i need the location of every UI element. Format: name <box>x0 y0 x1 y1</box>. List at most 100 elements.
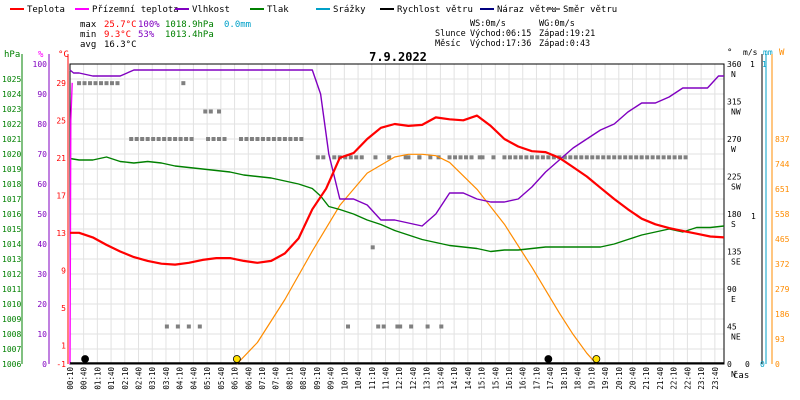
solar-tick-label: 651 <box>775 185 790 194</box>
pressure-tick-label: 1010 <box>2 300 21 309</box>
wind-dir-tick-label: 45 <box>727 323 737 332</box>
legend-label: Směr větru <box>563 5 617 15</box>
x-tick-label: 03:40 <box>162 367 171 390</box>
chart-title: 7.9.2022 <box>369 50 427 64</box>
x-tick-label: 16:10 <box>505 367 514 390</box>
wind-dir-compass-label: W <box>731 145 736 154</box>
solar-tick-label: 372 <box>775 260 790 269</box>
humidity-tick-label: 60 <box>37 180 47 189</box>
wind-direction-point <box>507 155 512 160</box>
wind-direction-point <box>639 155 644 160</box>
wind-direction-point <box>590 155 595 160</box>
solar-tick-label: 744 <box>775 160 790 169</box>
wind-direction-point <box>373 155 378 160</box>
wind-direction-point <box>140 137 145 141</box>
x-tick-label: 05:10 <box>203 367 212 390</box>
wind-direction-point <box>650 155 655 160</box>
temperature-line <box>70 114 725 266</box>
pressure-tick-label: 1018 <box>2 180 21 189</box>
wind-direction-point <box>222 137 227 141</box>
rain-tick-label: 1 <box>762 60 767 69</box>
moon-rise: Východ:17:36 <box>470 39 531 49</box>
wind-direction-point <box>181 81 186 86</box>
wind-direction-point <box>667 155 672 160</box>
wind-direction-point <box>208 109 213 114</box>
wind-speed-now: WS:0m/s <box>470 19 506 29</box>
stat-avg-label: avg <box>80 40 96 50</box>
x-tick-label: 12:40 <box>409 367 418 390</box>
wind-direction-point <box>82 81 87 86</box>
stat-min-hum: 53% <box>138 30 155 40</box>
x-tick-label: 09:40 <box>327 367 336 390</box>
wind-dir-compass-label: NW <box>731 108 741 117</box>
humidity-tick-label: 70 <box>37 150 47 159</box>
wind-direction-point <box>293 137 298 141</box>
wind-direction-point <box>354 155 359 160</box>
wind-direction-point <box>568 155 573 160</box>
humidity-tick-label: 30 <box>37 270 47 279</box>
wind-direction-point <box>398 324 403 329</box>
x-tick-label: 07:10 <box>258 367 267 390</box>
pressure-tick-label: 1020 <box>2 150 21 159</box>
pressure-tick-label: 1012 <box>2 270 21 279</box>
humidity-tick-label: 10 <box>37 330 47 339</box>
solar-tick-label: 465 <box>775 235 790 244</box>
x-tick-label: 14:10 <box>450 367 459 390</box>
stat-max-press: 1018.9hPa <box>165 20 214 30</box>
wind-direction-point <box>197 324 202 329</box>
wind-direction-point <box>211 137 216 141</box>
stat-min-temp: 9.3°C <box>104 30 131 40</box>
rain-axis-unit: mm <box>763 48 773 57</box>
sunset-marker <box>592 355 601 363</box>
wind-direction-point <box>387 155 392 160</box>
wind-direction-point <box>458 155 463 160</box>
wind-direction-point <box>129 137 134 141</box>
solar-tick-label: 837 <box>775 135 790 144</box>
x-tick-label: 13:10 <box>423 367 432 390</box>
wind-direction-point <box>634 155 639 160</box>
wind-direction-point <box>546 155 551 160</box>
wind-direction-point <box>656 155 661 160</box>
x-tick-label: 04:40 <box>189 367 198 390</box>
solar-axis-unit: W <box>779 48 785 58</box>
wind-dir-axis-unit: ° <box>727 48 732 58</box>
wind-direction-point <box>162 137 167 141</box>
wind-direction-point <box>343 155 348 160</box>
x-tick-label: 20:10 <box>615 367 624 390</box>
solar-tick-label: 186 <box>775 310 790 319</box>
solar-tick-label: 279 <box>775 285 790 294</box>
wind-direction-point <box>425 324 430 329</box>
x-tick-label: 07:40 <box>272 367 281 390</box>
x-axis-label: čas <box>733 370 749 381</box>
wind-direction-point <box>601 155 606 160</box>
humidity-tick-label: 20 <box>37 300 47 309</box>
temperature-tick-label: 21 <box>56 154 66 163</box>
temperature-axis-unit: °C <box>58 50 69 60</box>
wind-direction-point <box>203 109 208 114</box>
wind-direction-point <box>403 155 408 160</box>
x-tick-label: 08:40 <box>299 367 308 390</box>
moon-set: Západ:0:43 <box>539 39 590 49</box>
pressure-tick-label: 1025 <box>2 75 21 84</box>
wind-direction-point <box>164 324 169 329</box>
x-tick-label: 05:40 <box>217 367 226 390</box>
stats-block: max 25.7°C 100% 1018.9hPa 0.0mm min 9.3°… <box>80 20 251 50</box>
wind-direction-point <box>417 155 422 160</box>
temperature-tick-label: 25 <box>56 116 66 125</box>
sun-moon-wind-info: WS:0m/s WG:0m/s Slunce Východ:06:15 Zápa… <box>435 19 595 49</box>
wind-speed-axis-unit: m/s <box>743 48 758 57</box>
wind-direction-point <box>628 155 633 160</box>
wind-dir-tick-label: 225 <box>727 173 742 182</box>
wind-direction-point <box>175 324 180 329</box>
pressure-tick-label: 1017 <box>2 195 21 204</box>
stat-avg-temp: 16.3°C <box>104 40 137 50</box>
x-tick-label: 18:40 <box>574 367 583 390</box>
stat-max-rain: 0.0mm <box>224 20 251 30</box>
sunrise-marker <box>232 355 241 363</box>
temperature-tick-label: 17 <box>56 191 66 200</box>
wind-direction-point <box>299 137 304 141</box>
x-tick-label: 14:40 <box>464 367 473 390</box>
legend-label: Rychlost větru <box>397 5 473 15</box>
pressure-tick-label: 1019 <box>2 165 21 174</box>
x-tick-label: 03:10 <box>148 367 157 390</box>
